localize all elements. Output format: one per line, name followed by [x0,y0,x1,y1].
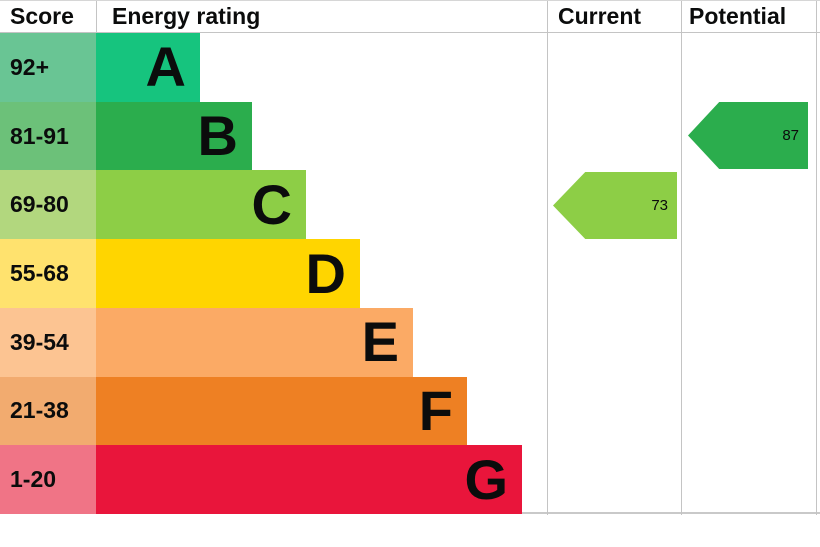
rating-letter: A [145,35,186,99]
epc-table: Score Energy rating Current Potential 92… [0,0,820,515]
current-rating-arrow: 73 [553,172,677,239]
divider-right-edge [816,1,817,515]
table-header: Score Energy rating Current Potential [0,1,820,33]
score-range-label: 39-54 [10,328,69,355]
score-cell: 39-54 [0,307,96,377]
score-range-label: 81-91 [10,122,69,149]
potential-rating-arrow: 87 [688,102,808,169]
score-cell: 92+ [0,33,96,102]
score-range-label: 21-38 [10,397,69,424]
divider-potential-column [681,1,682,515]
rating-letter: G [464,447,508,511]
divider-current-column [547,1,548,515]
band-row-f: 21-38 F [0,376,547,446]
rating-bar: G [96,445,522,515]
score-cell: 55-68 [0,239,96,308]
rating-letter: D [305,241,346,305]
score-range-label: 69-80 [10,191,69,218]
rating-bar: B [96,101,252,171]
band-row-d: 55-68 D [0,239,547,308]
rating-bar: F [96,376,467,446]
score-cell: 21-38 [0,376,96,446]
potential-rating-value: 87 [782,127,799,144]
band-row-b: 81-91 B [0,101,547,171]
rating-bar: A [96,33,200,102]
band-rows: 92+ A 81-91 B 69-80 C [0,33,547,515]
header-energy-rating: Energy rating [112,3,261,29]
header-score: Score [10,3,74,29]
score-cell: 81-91 [0,101,96,171]
band-row-e: 39-54 E [0,307,547,377]
rating-bar: C [96,170,306,240]
score-range-label: 55-68 [10,260,69,287]
rating-letter: B [197,104,238,168]
header-potential: Potential [689,3,787,29]
score-range-label: 1-20 [10,466,57,493]
divider-score-column [96,1,97,33]
band-row-a: 92+ A [0,33,547,102]
score-cell: 1-20 [0,445,96,515]
rating-letter: C [251,172,292,236]
current-rating-value: 73 [651,197,668,214]
score-range-label: 92+ [10,53,50,80]
rating-letter: F [418,378,453,442]
rating-letter: E [361,310,399,374]
band-row-c: 69-80 C [0,170,547,240]
rating-bar: E [96,307,413,377]
band-row-g: 1-20 G [0,445,547,515]
header-current: Current [558,3,642,29]
score-cell: 69-80 [0,170,96,240]
rating-bar: D [96,239,360,308]
